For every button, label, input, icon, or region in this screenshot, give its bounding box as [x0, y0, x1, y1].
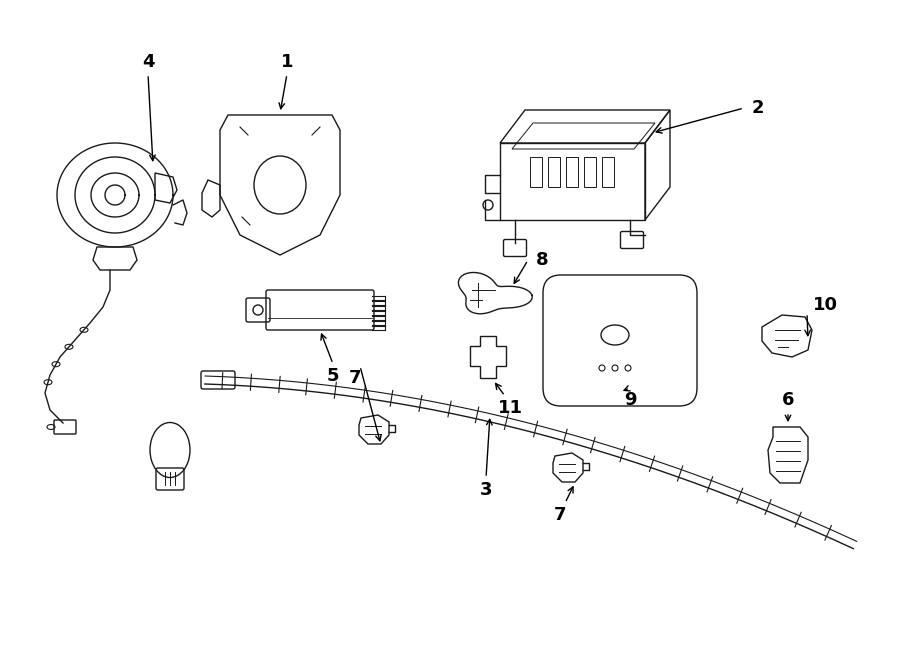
Text: 9: 9 [624, 391, 636, 409]
Text: 7: 7 [554, 506, 566, 524]
Text: 5: 5 [327, 367, 339, 385]
Text: 11: 11 [498, 399, 523, 417]
Text: 1: 1 [281, 53, 293, 71]
Text: 8: 8 [536, 251, 548, 269]
Text: 10: 10 [813, 296, 838, 314]
Text: 7: 7 [349, 369, 361, 387]
Text: 4: 4 [142, 53, 154, 71]
Text: 6: 6 [782, 391, 794, 409]
Text: 3: 3 [480, 481, 492, 499]
Text: 2: 2 [752, 99, 764, 117]
